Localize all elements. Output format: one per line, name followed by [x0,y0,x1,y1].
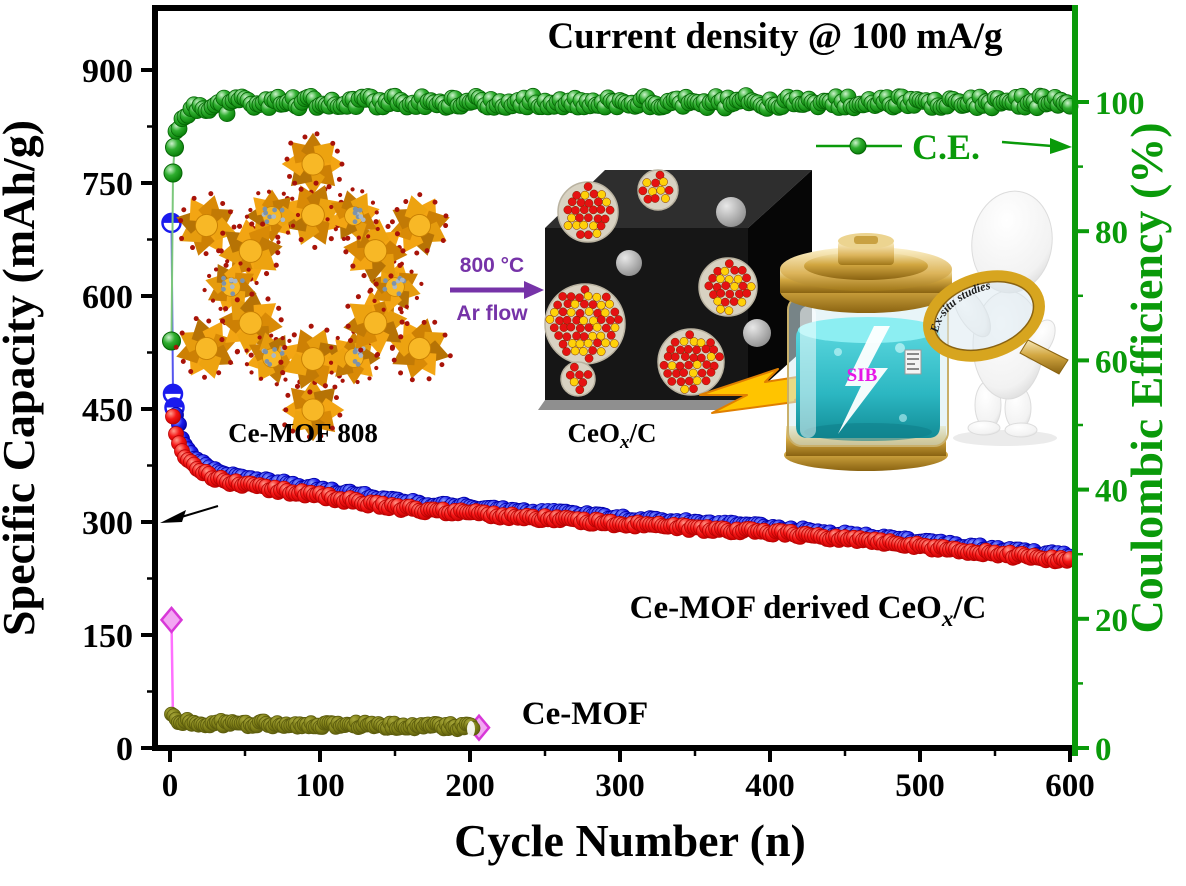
y-right-tick-label: 100 [1095,86,1145,122]
magnifier-glass [923,270,1045,362]
figurine-with-magnifier-image: Ex-situ studies [923,190,1069,446]
reaction-condition-gas: Ar flow [456,302,528,325]
capacity-axis-pointer [160,505,219,523]
ceox-series-label: Ce-MOF derived CeOx/C [630,590,987,631]
arrow-left-icon [160,510,186,523]
magnifier-handle [1019,339,1069,375]
arrow-right-icon [524,281,544,299]
y-left-tick-label: 900 [82,53,133,90]
y-right-tick-label: 80 [1095,215,1128,251]
y-left-tick-label: 450 [82,392,133,429]
y-left-axis-title: Specific Capacity (mAh/g) [0,120,44,636]
data-series-layer [159,87,1079,742]
ce-legend-marker-icon [849,137,867,155]
x-tick-label: 600 [1045,768,1095,804]
ce-legend: C.E. [816,127,1072,167]
y-left-tick-label: 750 [82,166,133,203]
battery-sib-label: SIB [847,365,878,386]
ce-mof-808-structure-image [173,131,453,442]
y-right-tick-label: 60 [1095,344,1128,380]
sodium-ion-battery-image: SIB [780,233,952,471]
y-left-tick-label: 600 [82,279,133,316]
x-tick-label: 400 [745,768,795,804]
x-axis-title: Cycle Number (n) [454,815,806,866]
mof-inset-label: Ce-MOF 808 [228,418,378,448]
y-right-axis-title: Coulombic Efficiency (%) [1121,122,1172,633]
axes-layer: 0 100 200 300 400 500 600015030045060075090002… [0,5,1172,866]
battery-bolt-icon [838,326,890,434]
series-cemof-discharge [164,706,481,738]
y-right-tick-label: 40 [1095,474,1128,510]
text-annotations: Current density @ 100 mA/g C.E. Ce-MOF 8… [160,16,1072,732]
x-tick-label: 500 [895,768,945,804]
y-left-tick-label: 0 [116,731,133,768]
y-right-tick-label: 20 [1095,603,1128,639]
ce-legend-label: C.E. [912,127,980,167]
y-left-tick-label: 150 [82,618,133,655]
cube-inset-label: CeOx/C [568,418,657,453]
x-tick-label: 100 [295,768,345,804]
x-tick-label: 200 [445,768,495,804]
reaction-arrow [450,281,544,299]
y-left-tick-label: 300 [82,505,133,542]
series-ceox-discharge [165,408,1078,570]
y-right-tick-label: 0 [1095,732,1112,768]
chart-title: Current density @ 100 mA/g [547,16,1003,57]
reaction-condition-temp: 800 °C [460,254,524,277]
x-tick-label: 300 [595,768,645,804]
cemof-series-label: Ce-MOF [522,696,648,732]
series-ce-band [167,87,1079,140]
ce-arrow-icon [1050,138,1072,154]
x-tick-label: 0 [162,768,179,804]
inset-illustrations: SIB Ex-situ studies [173,131,1069,471]
